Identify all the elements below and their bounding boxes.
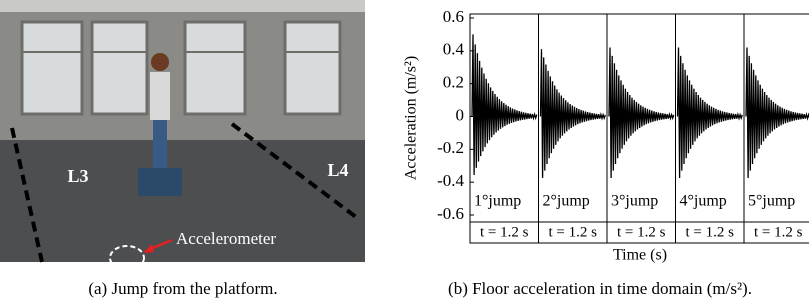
duration-label: t = 1.2 s xyxy=(480,224,529,240)
waveform xyxy=(678,48,743,179)
line-label: L4 xyxy=(327,160,348,180)
waveform xyxy=(746,48,809,179)
waveform xyxy=(609,48,674,179)
line-label: L3 xyxy=(67,166,88,186)
jump-label: 3°jump xyxy=(611,193,658,210)
figure: L3 L4 Accelerometer (a) Jump from the pl… xyxy=(0,0,809,302)
duration-label: t = 1.2 s xyxy=(549,224,598,240)
x-axis-label: Time (s) xyxy=(613,247,667,264)
jump-label: 2°jump xyxy=(543,193,590,210)
y-axis-label: Acceleration (m/s²) xyxy=(403,56,420,180)
y-tick-label: 0.2 xyxy=(443,73,464,92)
y-tick-label: 0.6 xyxy=(443,7,464,26)
y-tick-label: 0 xyxy=(456,105,465,124)
y-tick-label: -0.6 xyxy=(437,204,464,223)
chart: -0.6 -0.4 -0.2 0 0.2 0.4 0.6 1°jump t = 1.2 s 2°j… xyxy=(437,7,809,243)
duration-label: t = 1.2 s xyxy=(754,224,803,240)
caption: (b) Floor acceleration in time domain (m… xyxy=(448,279,752,298)
page: L3 L4 Accelerometer (a) Jump from the pl… xyxy=(0,0,809,302)
y-tick-label: -0.2 xyxy=(437,138,464,157)
jump-label: 5°jump xyxy=(748,193,795,210)
y-tick-label: -0.4 xyxy=(437,171,464,190)
jump-label: 1°jump xyxy=(474,193,521,210)
caption: (a) Jump from the platform. xyxy=(88,279,277,298)
y-tick-label: 0.4 xyxy=(443,40,465,59)
jump-label: 4°jump xyxy=(680,193,727,210)
duration-label: t = 1.2 s xyxy=(617,224,666,240)
duration-label: t = 1.2 s xyxy=(686,224,735,240)
waveform xyxy=(541,49,606,178)
waveform xyxy=(472,34,537,175)
photo: L3 L4 Accelerometer xyxy=(0,0,365,270)
sensor-label: Accelerometer xyxy=(176,229,276,248)
